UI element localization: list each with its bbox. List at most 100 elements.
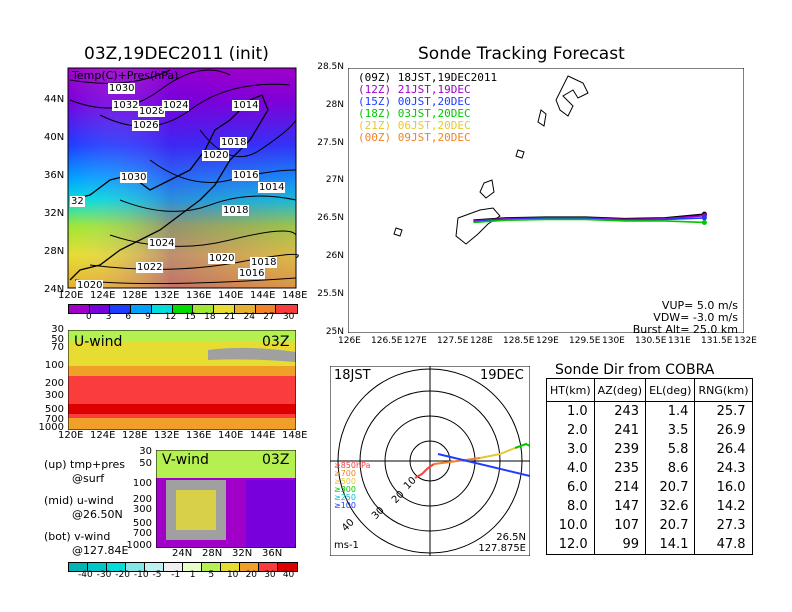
vwind-y-tick: 1000 bbox=[126, 540, 152, 551]
track-series-line bbox=[473, 218, 705, 224]
vwind-y-tick: 30 bbox=[139, 446, 152, 457]
uwind-x-tick: 124E bbox=[90, 430, 116, 441]
left-map-x-tick: 124E bbox=[90, 290, 116, 301]
polar-unit: ms-1 bbox=[334, 540, 359, 551]
colorbar-label: 6 bbox=[125, 312, 132, 322]
polar-date: 19DEC bbox=[480, 368, 524, 383]
wind-colorbar-label: -30 bbox=[96, 570, 112, 580]
track-x-tick: 126.5E bbox=[371, 336, 403, 346]
colorbar-label: 3 bbox=[105, 312, 112, 322]
note-up: (up) tmp+pres bbox=[44, 458, 126, 471]
left-map-y-tick: 40N bbox=[44, 132, 65, 143]
table-row: 2.0 241 3.5 26.9 bbox=[546, 421, 753, 440]
track-lines bbox=[473, 211, 707, 225]
left-map-x-tick: 128E bbox=[122, 290, 148, 301]
track-x-tick: 129.5E bbox=[569, 336, 601, 346]
track-x-tick: 127E bbox=[404, 336, 427, 346]
uwind-y-tick: 1000 bbox=[38, 422, 64, 433]
wind-colorbar-label: -1 bbox=[171, 570, 181, 580]
uwind-y-tick: 70 bbox=[51, 342, 64, 353]
wind-colorbar-label: 5 bbox=[208, 570, 215, 580]
track-legend-time: 09JST,20DEC bbox=[397, 131, 471, 144]
table-header-row: HT(km) AZ(deg) EL(deg) RNG(km) bbox=[546, 378, 753, 402]
table-cell: 3.5 bbox=[645, 421, 696, 440]
burst-text: Burst Alt= 25.0 km bbox=[632, 323, 738, 336]
pressure-label: 1018 bbox=[220, 137, 248, 148]
table-cell: 4.0 bbox=[546, 459, 595, 478]
track-legend-time: 18JST,19DEC2011 bbox=[397, 71, 498, 84]
track-x-tick: 127.5E bbox=[437, 336, 469, 346]
track-y-tick: 25.5N bbox=[317, 288, 344, 299]
temp-pres-label: Temp(C)+Pres(hPa) bbox=[72, 69, 179, 82]
colorbar-label: 21 bbox=[223, 312, 236, 322]
track-legend-utc: (15Z) bbox=[358, 95, 398, 108]
note-mid: (mid) u-wind bbox=[44, 494, 114, 507]
table-cell: 2.0 bbox=[546, 421, 595, 440]
colorbar-label: 18 bbox=[204, 312, 216, 322]
polar-lat: 26.5N bbox=[496, 532, 526, 543]
wind-colorbar-label: 10 bbox=[226, 570, 239, 580]
left-map-x-tick: 144E bbox=[250, 290, 276, 301]
track-legend-utc: (12Z) bbox=[358, 83, 398, 96]
pressure-label: 1030 bbox=[108, 83, 136, 94]
uwind-x-tick: 120E bbox=[58, 430, 84, 441]
track-legend-item: (00Z) 09JST,20DEC bbox=[358, 132, 497, 144]
track-y-tick: 27.5N bbox=[317, 137, 344, 148]
pressure-label: 1022 bbox=[136, 262, 164, 273]
table-row: 1.0 243 1.4 25.7 bbox=[546, 401, 753, 421]
track-x-tick: 128.5E bbox=[503, 336, 535, 346]
pressure-label: 1028 bbox=[138, 106, 166, 117]
track-legend-item: (09Z) 18JST,19DEC2011 bbox=[358, 72, 497, 84]
tracking-plot bbox=[348, 68, 744, 333]
track-x-tick: 131.5E bbox=[701, 336, 733, 346]
left-map-x-tick: 120E bbox=[58, 290, 84, 301]
table-header-cell: RNG(km) bbox=[694, 378, 753, 402]
vwind-x-tick: 24N bbox=[172, 548, 193, 559]
track-x-tick: 129E bbox=[536, 336, 559, 346]
table-cell: 25.7 bbox=[694, 401, 753, 421]
table-cell: 235 bbox=[593, 459, 647, 478]
uwind-x-tick: 132E bbox=[154, 430, 180, 441]
vwind-x-tick: 28N bbox=[202, 548, 223, 559]
uwind-y-tick: 700 bbox=[44, 414, 64, 425]
vwind-y-tick: 700 bbox=[132, 528, 152, 539]
track-legend-item: (15Z) 00JST,20DEC bbox=[358, 96, 497, 108]
table-cell: 24.3 bbox=[694, 459, 753, 478]
colorbar-swatch bbox=[275, 304, 298, 314]
uwind-y-tick: 300 bbox=[44, 390, 64, 401]
note-mid-level: @26.50N bbox=[72, 508, 123, 521]
track-legend-utc: (21Z) bbox=[358, 119, 398, 132]
left-map-x-tick: 136E bbox=[186, 290, 212, 301]
pressure-label: 1020 bbox=[202, 150, 230, 161]
track-legend: (09Z) 18JST,19DEC2011 (12Z) 21JST,19DEC (1… bbox=[358, 72, 497, 144]
polar-level-item: ≥500 bbox=[334, 477, 356, 486]
vwind-panel bbox=[156, 450, 296, 548]
table-cell: 6.0 bbox=[546, 478, 595, 497]
pressure-label: 1014 bbox=[258, 182, 286, 193]
track-launch-point bbox=[701, 215, 707, 221]
left-map-y-tick: 44N bbox=[44, 94, 65, 105]
left-map-x-tick: 140E bbox=[218, 290, 244, 301]
track-x-tick: 130E bbox=[602, 336, 625, 346]
vwind-y-tick: 200 bbox=[132, 494, 152, 505]
table-cell: 20.7 bbox=[645, 516, 696, 535]
uwind-x-tick: 128E bbox=[122, 430, 148, 441]
table-cell: 26.4 bbox=[694, 440, 753, 459]
vwind-y-tick: 500 bbox=[132, 518, 152, 529]
track-legend-item: (12Z) 21JST,19DEC bbox=[358, 84, 497, 96]
polar-time: 18JST bbox=[334, 368, 371, 383]
polar-level-item: ≥300 bbox=[334, 485, 356, 494]
uwind-x-tick: 140E bbox=[218, 430, 244, 441]
table-cell: 5.8 bbox=[645, 440, 696, 459]
table-cell: 14.2 bbox=[694, 497, 753, 516]
table-header-cell: HT(km) bbox=[546, 378, 595, 402]
uwind-x-tick: 144E bbox=[250, 430, 276, 441]
track-y-tick: 28N bbox=[325, 99, 344, 110]
wind-colorbar-label: -20 bbox=[115, 570, 130, 580]
note-up-level: @surf bbox=[72, 472, 105, 485]
table-cell: 32.6 bbox=[645, 497, 696, 516]
track-x-tick: 128E bbox=[470, 336, 493, 346]
table-cell: 8.0 bbox=[546, 497, 595, 516]
pressure-label: 1016 bbox=[232, 170, 260, 181]
pressure-label: 1020 bbox=[208, 253, 236, 264]
